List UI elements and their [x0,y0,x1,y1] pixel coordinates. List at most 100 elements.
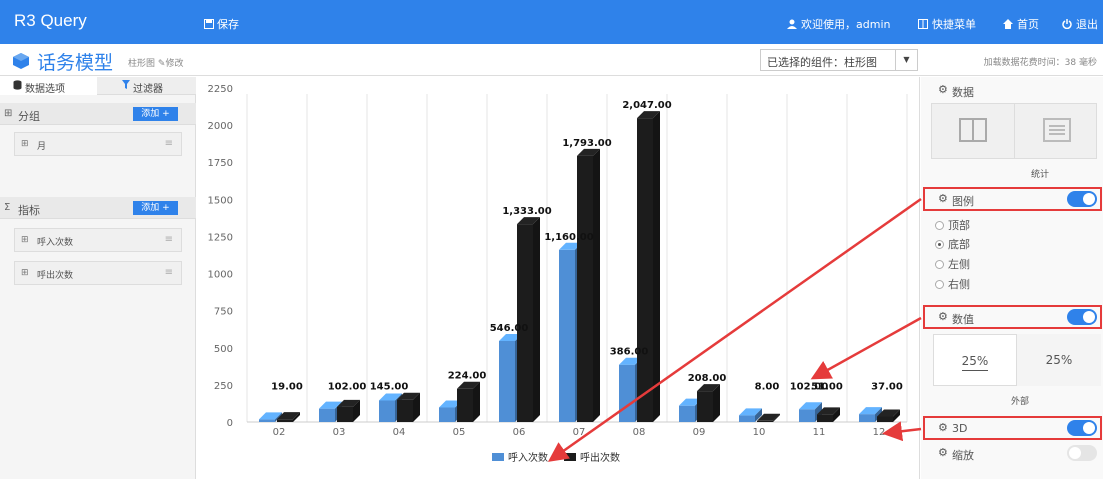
bar-outbound [277,419,293,422]
x-tick-label: 07 [573,427,586,438]
tab-data-options-label: 数据选项 [25,84,65,95]
logout-button[interactable]: 退出 [1062,16,1098,32]
add-metric-button[interactable]: 添加 + [133,201,178,215]
data-label: 102.00 [328,382,367,393]
bar-side [353,399,360,422]
bar-outbound [457,388,473,422]
data-label: 145.00 [370,382,409,393]
data-type-picker [931,103,1097,159]
value-outside-option[interactable]: 25% [1017,334,1101,386]
legend-label: 呼入次数 [508,451,548,464]
left-panel: 数据选项 过滤器 ⊞ 分组 添加 + ⊞ 月 ≡ Σ 指标 添加 + ⊞ 呼入次… [0,77,196,479]
tab-data-options[interactable]: 数据选项 [0,77,97,95]
welcome-user[interactable]: 欢迎使用，admin [787,16,890,32]
metric-field-outbound[interactable]: ⊞ 呼出次数 ≡ [14,261,182,285]
bar-top [337,399,360,407]
save-button[interactable]: 保存 [204,16,239,32]
value-toggle[interactable] [1067,309,1097,325]
list-option[interactable] [1015,104,1098,158]
y-tick-label: 1500 [208,195,233,206]
app-brand[interactable]: R3 Query [14,11,87,30]
value-inside-option[interactable]: 25% [933,334,1017,386]
data-label: 1,333.00 [502,206,551,217]
zoom-toggle[interactable] [1067,445,1097,461]
y-tick-label: 1000 [208,270,233,281]
data-label: 19.00 [271,382,303,393]
power-icon [1062,19,1072,29]
zoom-section-title: 缩放 [952,449,974,462]
drag-handle-icon[interactable]: ≡ [164,267,173,278]
metric-field-label: 呼出次数 [37,271,74,281]
bar-side [293,412,300,422]
layout-option[interactable] [932,104,1015,158]
bar-outbound [397,399,413,422]
bar-inbound [379,400,395,422]
threed-toggle[interactable] [1067,420,1097,436]
home-link[interactable]: 首页 [1003,16,1039,32]
field-icon: ⊞ [21,235,29,245]
data-label: 2,047.00 [622,100,671,111]
model-subinfo: 柱形图 ✎修改 [128,56,183,69]
edit-link[interactable]: ✎修改 [158,59,184,69]
bar-top [499,333,522,341]
cube-icon [13,53,29,69]
bar-outbound [337,406,353,422]
bar-top [397,392,420,400]
bar-inbound [679,405,695,422]
bar-side [653,111,660,423]
home-label: 首页 [1017,18,1039,31]
legend-option-top[interactable]: 顶部 [935,217,970,233]
bar-inbound [499,340,515,422]
group-field-month[interactable]: ⊞ 月 ≡ [14,132,182,156]
component-selector[interactable]: 已选择的组件：柱形图 ▼ [760,49,918,71]
chart-type-label: 柱形图 [128,59,156,69]
data-label: 1,160.00 [544,232,593,243]
stat-label: 统计 [1031,170,1050,180]
y-tick-label: 1250 [208,232,233,243]
bar-inbound [259,419,275,422]
y-tick-label: 250 [214,381,233,392]
legend-swatch [564,453,576,461]
filter-icon [122,80,130,89]
tab-filter-label: 过滤器 [133,84,163,95]
legend-toggle[interactable] [1067,191,1097,207]
radio-icon [935,279,944,289]
metric-field-label: 呼入次数 [37,238,74,248]
data-label: 8.00 [755,382,780,393]
toggle-knob [1083,422,1095,434]
chevron-down-icon[interactable]: ▼ [895,50,917,70]
x-tick-label: 11 [813,427,826,438]
add-group-button[interactable]: 添加 + [133,107,178,121]
bar-top [439,400,462,408]
menu-icon [918,19,928,29]
bar-outbound [877,416,893,422]
x-tick-label: 08 [633,427,646,438]
bar-side [593,148,600,422]
quick-menu-button[interactable]: 快捷菜单 [918,16,976,32]
bar-inbound [439,407,455,422]
legend-option-bottom[interactable]: 底部 [935,236,970,252]
metric-field-inbound[interactable]: ⊞ 呼入次数 ≡ [14,228,182,252]
field-icon: ⊞ [21,268,29,278]
threed-highlight [923,416,1102,440]
legend-option-left[interactable]: 左侧 [935,256,970,272]
tab-filter[interactable]: 过滤器 [97,77,196,95]
y-tick-label: 750 [214,307,233,318]
legend-swatch [492,453,504,461]
group-field-label: 月 [37,142,47,152]
top-bar: R3 Query 保存 欢迎使用，admin 快捷菜单 首页 退出 [0,0,1103,44]
legend-option-right[interactable]: 右侧 [935,276,970,292]
bar-inbound [319,408,335,422]
radio-selected-icon [935,239,944,249]
x-tick-label: 04 [393,427,406,438]
bar-side [533,217,540,422]
data-label: 37.00 [871,382,903,393]
sigma-icon: Σ [4,202,11,213]
bar-side [473,381,480,422]
x-tick-label: 05 [453,427,466,438]
data-label: 102.00 [790,382,829,393]
group-section-header: ⊞ 分组 添加 + [0,103,196,125]
drag-handle-icon[interactable]: ≡ [164,138,173,149]
y-tick-label: 2250 [208,84,233,95]
drag-handle-icon[interactable]: ≡ [164,234,173,245]
